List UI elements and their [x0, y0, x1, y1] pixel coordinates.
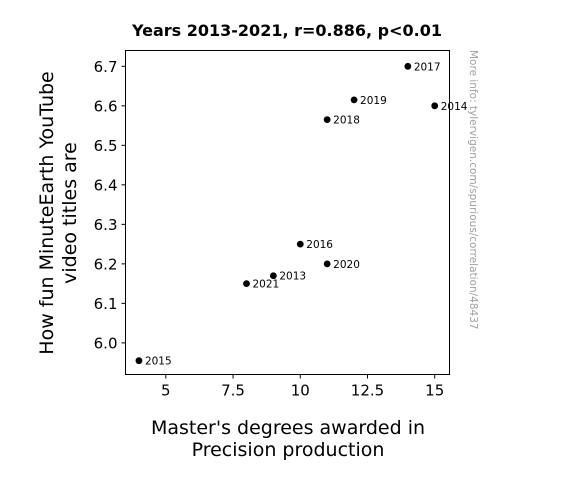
data-point-2015	[135, 357, 143, 365]
x-tick-label: 7.5	[221, 382, 245, 400]
x-axis-title: Master's degrees awarded in Precision pro…	[151, 417, 425, 461]
point-label-2014: 2014	[441, 101, 468, 113]
point-label-2015: 2015	[145, 356, 172, 368]
axis-ticks: 5 7.5 10 12.5 15 6.0 6.1 6.2 6.3 6.4 6.5 6.6 6.7	[94, 58, 445, 400]
y-tick-label: 6.6	[94, 97, 118, 115]
x-tick-label: 5	[161, 382, 171, 400]
y-axis-label: How fun MinuteEarth YouTubevideo titles …	[36, 71, 81, 354]
point-label-2017: 2017	[414, 61, 441, 73]
x-tick-label: 12.5	[351, 382, 384, 400]
point-label-2019: 2019	[360, 95, 387, 107]
y-tick-label: 6.3	[94, 216, 118, 234]
point-label-2018: 2018	[333, 115, 360, 127]
y-tick-label: 6.7	[94, 58, 118, 76]
y-axis-title-line: video titles are	[59, 142, 81, 284]
y-axis-title: How fun MinuteEarth YouTubevideo titles …	[36, 71, 81, 354]
y-tick-label: 6.0	[94, 334, 118, 352]
plot-area	[125, 50, 450, 375]
y-axis-title-line: How fun MinuteEarth YouTube	[36, 71, 58, 354]
y-tick-label: 6.1	[94, 295, 118, 313]
data-point-2014	[431, 102, 439, 110]
y-tick-label: 6.5	[94, 137, 118, 155]
x-axis-title-line: Precision production	[192, 439, 385, 461]
x-axis-label: Master's degrees awarded in Precision pro…	[151, 417, 425, 461]
x-axis-title-line: Master's degrees awarded in	[151, 417, 425, 439]
point-label-2021: 2021	[252, 279, 279, 291]
point-label-2013: 2013	[279, 271, 306, 283]
watermark-text: More info: tylervigen.com/spurious/corre…	[467, 50, 479, 330]
data-point-2021	[243, 280, 250, 288]
x-tick-label: 15	[425, 382, 444, 400]
point-label-2016: 2016	[306, 239, 333, 251]
data-point-2013	[269, 272, 277, 280]
data-point-2019	[350, 96, 358, 104]
data-point-2018	[323, 116, 331, 124]
point-label-2020: 2020	[333, 259, 360, 271]
y-tick-label: 6.4	[94, 176, 118, 194]
x-tick-label: 10	[291, 382, 310, 400]
data-point-2016	[296, 240, 304, 248]
plot-frame	[125, 50, 450, 375]
data-point-2020	[323, 260, 331, 268]
data-point-2017	[404, 62, 412, 70]
chart-title: Years 2013-2021, r=0.886, p<0.01	[131, 21, 442, 40]
y-tick-label: 6.2	[94, 255, 118, 273]
